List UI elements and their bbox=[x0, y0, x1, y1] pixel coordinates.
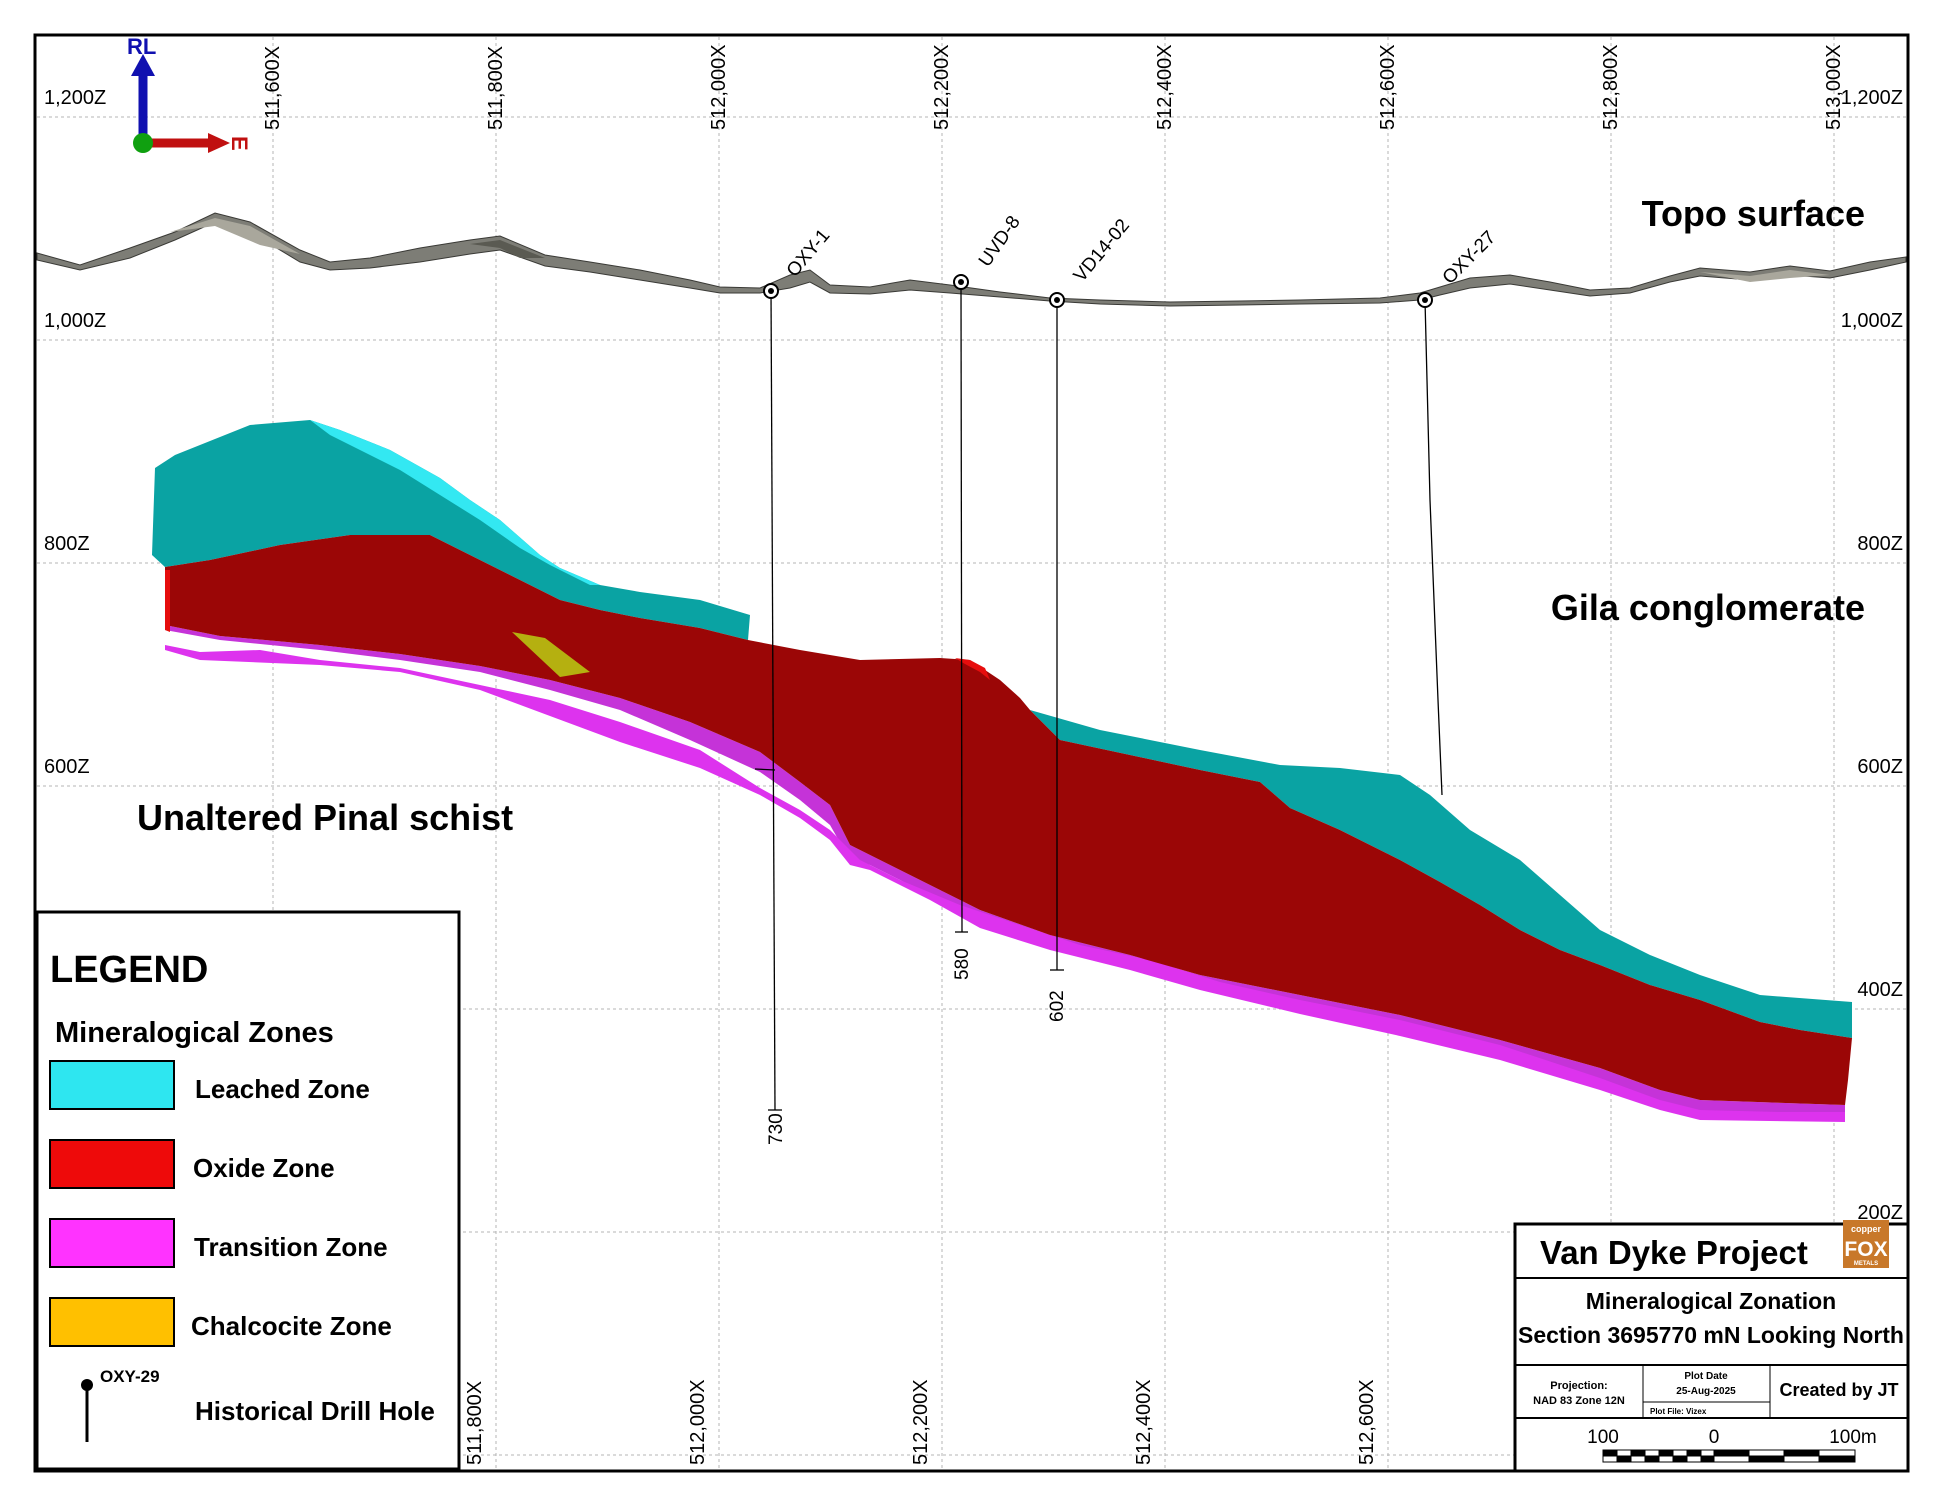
logo-text: METALS bbox=[1854, 1261, 1878, 1267]
project-name: Van Dyke Project bbox=[1540, 1234, 1808, 1271]
plot-date-value: 25-Aug-2025 bbox=[1676, 1386, 1736, 1397]
legend-subtitle: Mineralogical Zones bbox=[55, 1017, 334, 1049]
elevation-labels-left: 1,200Z 1,000Z 800Z 600Z bbox=[44, 87, 106, 778]
legend-swatch bbox=[49, 1139, 175, 1189]
easting-label: 512,000X bbox=[708, 44, 730, 130]
orientation-axes-icon: RL E bbox=[127, 34, 252, 153]
drill-hole-traces bbox=[754, 281, 1443, 1111]
elevation-label: 600Z bbox=[1857, 756, 1903, 778]
elevation-label: 400Z bbox=[1857, 979, 1903, 1001]
easting-label: 512,600X bbox=[1356, 1379, 1378, 1465]
legend-swatch bbox=[49, 1060, 175, 1110]
logo-text: copper bbox=[1851, 1224, 1882, 1234]
elevation-label: 800Z bbox=[44, 533, 90, 555]
elevation-labels-right: 1,200Z 1,000Z 800Z 600Z 400Z 200Z bbox=[1841, 87, 1903, 1224]
legend: LEGEND Mineralogical Zones Leached Zone … bbox=[35, 910, 461, 1471]
scale-label: 100 bbox=[1587, 1427, 1619, 1448]
scale-bar bbox=[1602, 1449, 1856, 1463]
easting-label: 511,800X bbox=[464, 1381, 486, 1465]
gila-conglomerate-label: Gila conglomerate bbox=[1551, 587, 1865, 628]
easting-label: 512,000X bbox=[687, 1379, 709, 1465]
legend-swatch bbox=[49, 1218, 175, 1268]
drill-hole-depth: 602 bbox=[1047, 990, 1068, 1022]
elevation-label: 800Z bbox=[1857, 533, 1903, 555]
drawing-title-line2: Section 3695770 mN Looking North bbox=[1518, 1322, 1904, 1348]
legend-item-label: Oxide Zone bbox=[193, 1153, 335, 1183]
scale-label: 0 bbox=[1709, 1427, 1720, 1448]
elevation-label: 1,000Z bbox=[44, 310, 106, 332]
elevation-label: 1,000Z bbox=[1841, 310, 1903, 332]
legend-hole-example: OXY-29 bbox=[100, 1367, 160, 1386]
easting-label: 512,600X bbox=[1377, 44, 1399, 130]
legend-item-label: Leached Zone bbox=[195, 1074, 370, 1104]
legend-title: LEGEND bbox=[50, 949, 208, 991]
easting-labels-top: 511,600X 511,800X 512,000X 512,200X 512,… bbox=[262, 44, 1845, 130]
elevation-label: 600Z bbox=[44, 756, 90, 778]
projection-label: Projection: bbox=[1550, 1380, 1607, 1392]
topo-surface bbox=[36, 212, 1907, 307]
plot-date-label: Plot Date bbox=[1684, 1371, 1728, 1382]
copper-fox-logo-icon: copper FOX METALS bbox=[1843, 1220, 1889, 1268]
easting-label: 512,400X bbox=[1154, 44, 1176, 130]
easting-label: 511,600X bbox=[262, 46, 284, 130]
mineral-zones bbox=[152, 420, 1852, 1122]
easting-label: 512,800X bbox=[1600, 44, 1622, 130]
elevation-label: 1,200Z bbox=[1841, 87, 1903, 109]
compass-east-label: E bbox=[227, 136, 252, 151]
elevation-label: 200Z bbox=[1857, 1202, 1903, 1224]
drill-hole-depth: 580 bbox=[952, 948, 973, 980]
drill-hole-depth: 730 bbox=[766, 1113, 787, 1145]
plot-file: Plot File: Vizex bbox=[1650, 1407, 1707, 1416]
topo-surface-label: Topo surface bbox=[1642, 193, 1865, 234]
created-by: Created by JT bbox=[1779, 1380, 1898, 1400]
legend-swatch bbox=[49, 1297, 175, 1347]
projection-value: NAD 83 Zone 12N bbox=[1533, 1395, 1625, 1407]
pinal-schist-label: Unaltered Pinal schist bbox=[137, 797, 513, 838]
drill-hole-collars bbox=[763, 274, 1433, 308]
drawing-title-line1: Mineralogical Zonation bbox=[1586, 1288, 1836, 1314]
scale-label: 100m bbox=[1829, 1427, 1877, 1448]
easting-label: 512,400X bbox=[1133, 1379, 1155, 1465]
easting-label: 511,800X bbox=[485, 46, 507, 130]
easting-label: 513,000X bbox=[1823, 44, 1845, 130]
title-block: Van Dyke Project copper FOX METALS Miner… bbox=[1513, 1220, 1910, 1473]
drill-hole-symbol-icon bbox=[81, 1379, 93, 1442]
elevation-label: 1,200Z bbox=[44, 87, 106, 109]
compass-up-label: RL bbox=[127, 34, 156, 59]
easting-labels-bottom: 511,800X 512,000X 512,200X 512,400X 512,… bbox=[464, 1379, 1378, 1465]
legend-item-label: Transition Zone bbox=[194, 1232, 388, 1262]
easting-label: 512,200X bbox=[931, 44, 953, 130]
logo-text: FOX bbox=[1844, 1238, 1887, 1261]
legend-hole-label: Historical Drill Hole bbox=[195, 1396, 435, 1426]
legend-item-label: Chalcocite Zone bbox=[191, 1311, 392, 1341]
easting-label: 512,200X bbox=[910, 1379, 932, 1465]
